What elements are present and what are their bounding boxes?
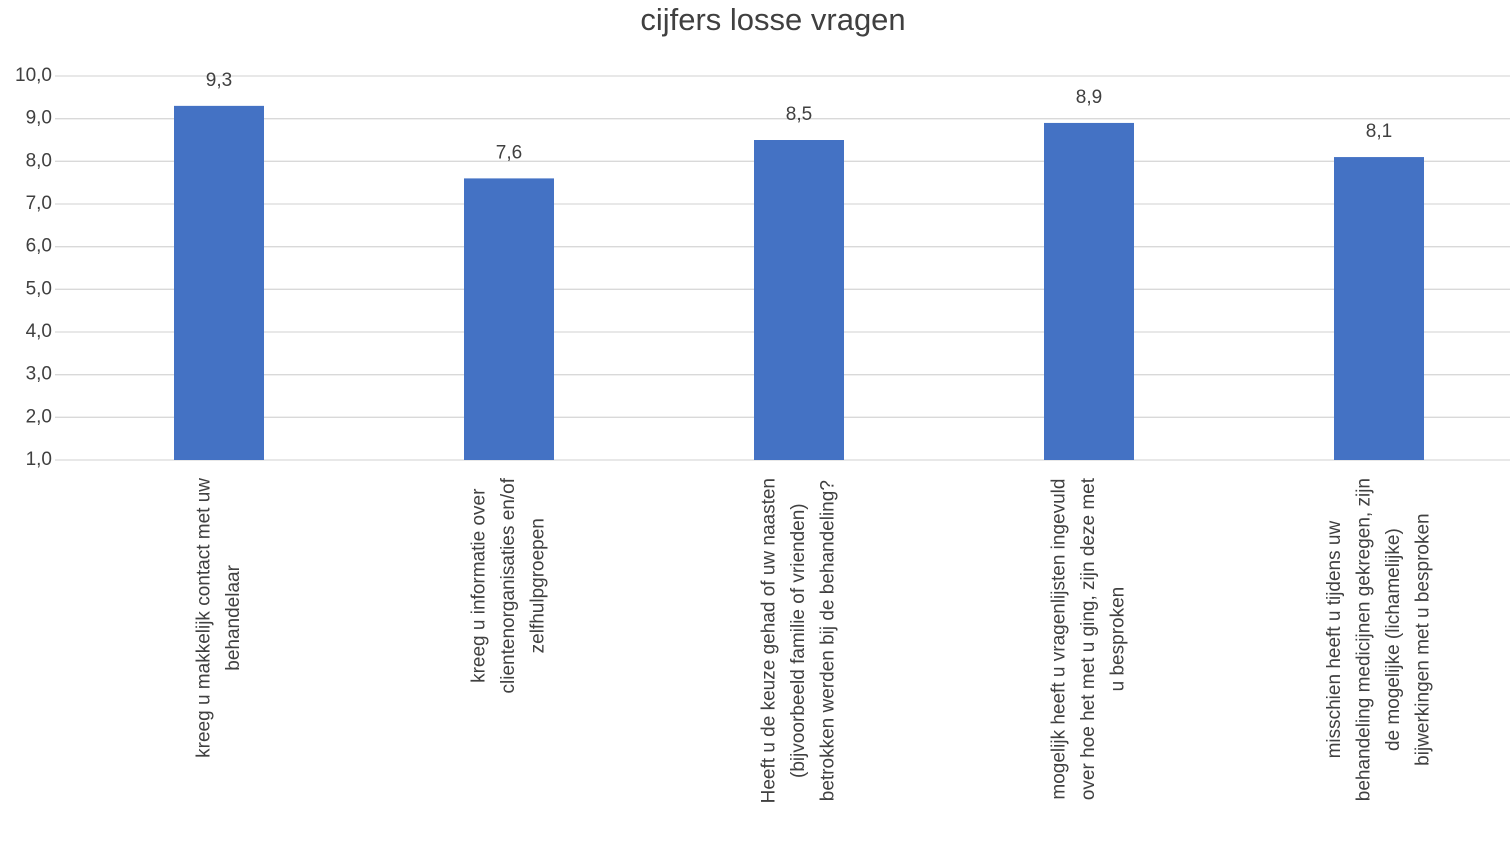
y-tick-label: 8,0 bbox=[26, 150, 52, 171]
x-tick-label: mogelijk heeft u vragenlijsten ingevuld bbox=[1049, 479, 1070, 800]
x-tick-label: betrokken werden bij de behandeling? bbox=[818, 480, 839, 801]
x-tick-label: u besproken bbox=[1108, 587, 1129, 692]
x-tick-label: bijwerkingen met u besproken bbox=[1412, 513, 1433, 765]
bar bbox=[1044, 122, 1134, 460]
bar bbox=[1334, 157, 1424, 461]
x-tick-label: behandelaar bbox=[223, 564, 244, 670]
x-tick-label: de mogelijke (lichamelijke) bbox=[1383, 528, 1404, 751]
value-label: 8,5 bbox=[786, 104, 812, 125]
value-label: 9,3 bbox=[206, 70, 232, 91]
bar bbox=[174, 105, 264, 460]
value-label: 8,1 bbox=[1366, 121, 1392, 142]
x-tick-label: kreeg u makkelijk contact met uw bbox=[193, 478, 214, 758]
x-tick-label: clientenorganisaties en/of bbox=[498, 477, 519, 693]
x-tick-label: Heeft u de keuze gehad of uw naasten bbox=[759, 478, 780, 803]
y-tick-label: 1,0 bbox=[26, 449, 52, 470]
bar bbox=[464, 178, 554, 460]
x-tick-label: zelfhulpgroepen bbox=[528, 518, 549, 653]
y-tick-label: 4,0 bbox=[26, 321, 52, 342]
chart-title: cijfers losse vragen bbox=[640, 2, 905, 37]
y-tick-label: 2,0 bbox=[26, 406, 52, 427]
y-tick-label: 9,0 bbox=[26, 108, 52, 129]
value-label: 8,9 bbox=[1076, 87, 1102, 108]
x-tick-label: over hoe het met u ging, zijn deze met bbox=[1078, 477, 1099, 800]
x-tick-label: kreeg u informatie over bbox=[469, 488, 490, 683]
value-label: 7,6 bbox=[496, 142, 522, 163]
y-tick-label: 3,0 bbox=[26, 364, 52, 385]
bar bbox=[754, 140, 844, 460]
x-tick-label: behandeling medicijnen gekregen, zijn bbox=[1353, 478, 1374, 801]
x-tick-label: misschien heeft u tijdens uw bbox=[1324, 521, 1345, 759]
y-tick-label: 5,0 bbox=[26, 278, 52, 299]
y-tick-label: 7,0 bbox=[26, 193, 52, 214]
x-tick-label: (bijvoorbeeld familie of vrienden) bbox=[788, 503, 809, 778]
y-tick-label: 10,0 bbox=[15, 65, 52, 86]
y-tick-label: 6,0 bbox=[26, 236, 52, 257]
